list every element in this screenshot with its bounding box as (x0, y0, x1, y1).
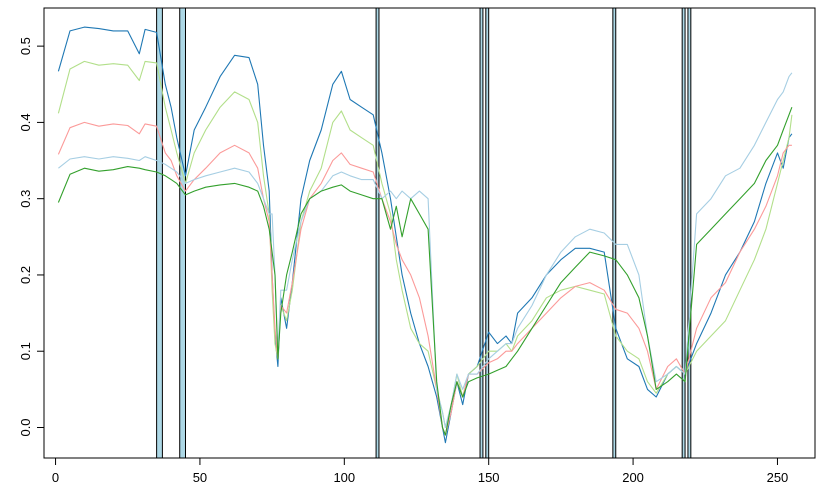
x-tick-label: 100 (333, 470, 355, 485)
x-tick-label: 50 (193, 470, 207, 485)
series-line-5 (57, 107, 793, 436)
plot-frame (43, 7, 816, 459)
x-tick-label: 250 (767, 470, 789, 485)
series-line-2 (57, 60, 793, 429)
x-axis: 0 50 100 150 200 250 (52, 458, 788, 485)
highlight-band (179, 7, 186, 459)
series-lines (57, 26, 793, 444)
series-line-1 (57, 26, 793, 444)
y-axis: 0.0 0.1 0.2 0.3 0.4 0.5 (18, 37, 44, 437)
y-tick-label: 0.0 (18, 418, 33, 436)
highlight-band (612, 7, 617, 459)
y-tick-label: 0.1 (18, 342, 33, 360)
y-tick-label: 0.5 (18, 37, 33, 55)
highlight-band (681, 7, 686, 459)
x-tick-label: 200 (622, 470, 644, 485)
x-tick-label: 0 (52, 470, 59, 485)
x-tick-label: 150 (478, 470, 500, 485)
highlight-band (687, 7, 692, 459)
y-tick-label: 0.4 (18, 113, 33, 131)
highlight-bands (156, 7, 692, 459)
y-tick-label: 0.3 (18, 190, 33, 208)
highlight-band (375, 7, 380, 459)
y-tick-label: 0.2 (18, 266, 33, 284)
highlight-band (479, 7, 484, 459)
highlight-band (485, 7, 490, 459)
